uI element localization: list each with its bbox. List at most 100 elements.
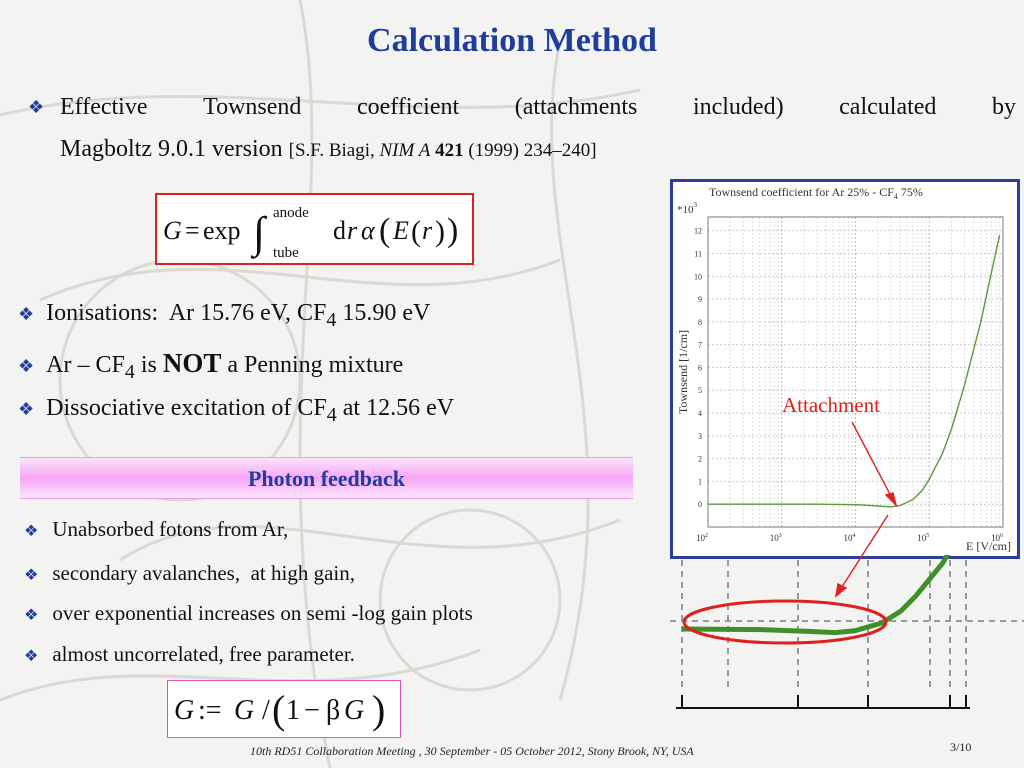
formula-r2: r: [422, 216, 433, 245]
slide-title: Calculation Method: [367, 22, 657, 59]
feedback-formula-svg: G := G / ( 1 − β G ): [174, 687, 385, 732]
page-number: 3/10: [950, 740, 972, 754]
ref-volume: 421: [430, 140, 464, 161]
gain-formula-svg: G = exp ∫ anode tube d r α ( E ( r ) ): [163, 205, 458, 261]
bullet-text: almost uncorrelated, free parameter.: [52, 642, 355, 666]
dissociative-text: Dissociative excitation of CF: [46, 395, 327, 421]
y-scale-exp: 3: [694, 201, 698, 209]
integral-lower: tube: [273, 245, 299, 261]
formula-e: E: [392, 216, 409, 245]
y-tick-label: 10: [694, 272, 702, 281]
ionisations-text-end: 15.90 eV: [336, 300, 431, 326]
chart-title: Townsend coefficient for Ar 25% - CF4 75…: [709, 185, 923, 201]
paren-open-2: (: [411, 215, 421, 248]
bullet-diamond-icon: ❖: [18, 399, 35, 419]
x-tick-label: 105: [917, 533, 929, 543]
bullet-diamond-icon: ❖: [18, 356, 35, 376]
subscript: 4: [124, 360, 135, 383]
townsend-chart-svg: Townsend coefficient for Ar 25% - CF4 75…: [676, 185, 1011, 553]
bullet-unabsorbed: ❖ Unabsorbed fotons from Ar,: [24, 517, 288, 542]
townsend-chart: Townsend coefficient for Ar 25% - CF4 75…: [670, 179, 1020, 559]
x-tick-label: 106: [991, 533, 1003, 543]
y-tick-label: 11: [694, 249, 702, 258]
formula-exp: exp: [203, 216, 241, 245]
bullet-text: Unabsorbed fotons from Ar,: [52, 517, 289, 541]
bullet-dissociative: ❖ Dissociative excitation of CF4 at 12.56…: [18, 395, 454, 427]
bullet-over-exponential: ❖ over exponential increases on semi -log…: [24, 601, 473, 626]
bullet-secondary: ❖ secondary avalanches, at high gain,: [24, 561, 355, 586]
chart-title-pre: Townsend coefficient for Ar 25% - CF: [709, 185, 894, 199]
paren-close-2: ): [435, 215, 445, 248]
bullet-text: secondary avalanches, at high gain,: [52, 561, 355, 585]
y-tick-label: 7: [698, 341, 702, 350]
formula-alpha: α: [361, 216, 376, 245]
word: (attachments: [514, 94, 638, 120]
bullet-diamond-icon: ❖: [28, 97, 45, 117]
bullet-diamond-icon: ❖: [24, 567, 39, 584]
series-line: [708, 235, 1001, 508]
formula-d: d: [333, 216, 346, 245]
penning-not: NOT: [162, 348, 222, 378]
x-tick-label: 103: [770, 533, 782, 543]
bullet-uncorrelated: ❖ almost uncorrelated, free parameter.: [24, 642, 355, 667]
y-tick-label: 12: [694, 227, 702, 236]
bullet-diamond-icon: ❖: [24, 648, 39, 665]
ff-one: 1: [286, 695, 300, 726]
paren-close: ): [447, 212, 458, 249]
word: coefficient: [356, 94, 460, 120]
word: Effective: [60, 94, 148, 120]
y-scale-base: *10: [677, 204, 694, 216]
arrow-to-chart-head: [884, 492, 898, 508]
ff-paren-close: ): [372, 687, 385, 732]
ff-g1: G: [174, 695, 194, 726]
word: calculated: [839, 94, 937, 120]
x-tick-labels: 102 103 104 105 106: [696, 533, 1003, 543]
bullet-townsend-line2: Magboltz 9.0.1 version [S.F. Biagi, NIM …: [28, 128, 1016, 172]
zoom-inset: [670, 555, 1024, 709]
inset-axis: [676, 695, 970, 709]
word: Townsend: [203, 94, 302, 120]
subscript: 4: [326, 403, 337, 426]
word: included): [692, 94, 784, 120]
attachment-label: Attachment: [782, 393, 880, 417]
y-tick-label: 8: [698, 318, 702, 327]
photon-feedback-banner: Photon feedback: [20, 457, 633, 499]
y-tick-label: 0: [698, 500, 702, 509]
ff-slash: /: [262, 695, 270, 726]
y-tick-label: 9: [698, 295, 702, 304]
penning-text: Ar – CF: [46, 352, 125, 378]
feedback-formula: G := G / ( 1 − β G ): [167, 680, 401, 738]
y-tick-label: 2: [698, 455, 702, 464]
ionisations-text: Ionisations: Ar 15.76 eV, CF: [46, 300, 327, 326]
word: by: [992, 94, 1016, 120]
y-tick-label: 3: [698, 432, 702, 441]
x-tick-label: 102: [696, 533, 708, 543]
y-tick-label: 4: [698, 409, 702, 418]
x-tick-label: 104: [844, 533, 856, 543]
ff-paren-open: (: [272, 687, 285, 732]
bullet-diamond-icon: ❖: [24, 523, 39, 540]
arrow-to-inset-head: [835, 582, 848, 598]
bullet-diamond-icon: ❖: [24, 607, 39, 624]
ref-journal: NIM A: [379, 140, 431, 161]
y-tick-label: 1: [698, 477, 702, 486]
bullet-townsend-line1: Effective Townsend coefficient (attachme…: [28, 86, 1016, 128]
attachment-arrows: [835, 421, 898, 598]
plot-frame: [707, 216, 1004, 528]
bullet-diamond-icon: ❖: [18, 304, 35, 324]
integral-upper: anode: [273, 205, 309, 221]
integral-sign: ∫: [250, 208, 268, 259]
chart-title-post: 75%: [898, 185, 923, 199]
dissociative-text-end: at 12.56 eV: [336, 395, 455, 421]
y-scale-label: *103: [677, 201, 698, 216]
formula-r: r: [347, 216, 358, 245]
ff-assign: :=: [198, 695, 222, 726]
arrow-to-chart: [851, 421, 894, 501]
footer-text: 10th RD51 Collaboration Meeting , 30 Sep…: [250, 744, 694, 758]
bullet-text: over exponential increases on semi -log …: [52, 601, 473, 625]
ff-beta: β: [326, 695, 340, 726]
y-axis-label: Townsend [1/cm]: [676, 330, 690, 414]
y-tick-label: 5: [698, 386, 702, 395]
